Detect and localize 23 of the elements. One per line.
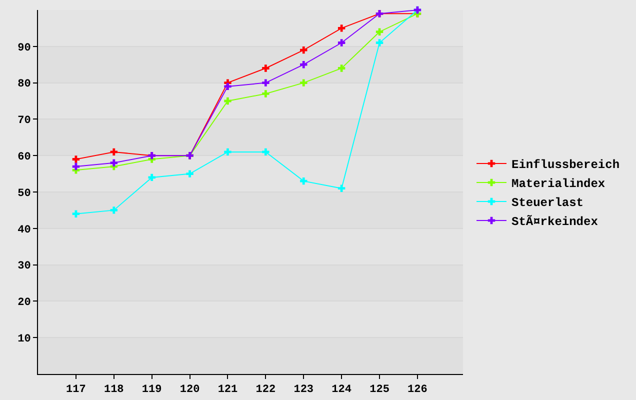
y-tick-label: 70 (18, 115, 31, 128)
x-tick-label: 122 (256, 384, 276, 396)
y-tick-label: 90 (18, 42, 31, 54)
legend-label: Materialindex (512, 177, 606, 192)
x-tick-label: 125 (370, 384, 390, 396)
y-tick-label: 60 (18, 151, 31, 164)
y-tick-label: 30 (18, 260, 31, 273)
y-tick-label: 50 (18, 188, 31, 200)
x-tick-label: 123 (294, 384, 314, 396)
legend-label: Steuerlast (512, 196, 584, 210)
x-tick-label: 126 (408, 384, 428, 396)
x-tick-label: 120 (180, 384, 200, 396)
y-tick-label: 40 (18, 224, 31, 236)
x-tick-label: 117 (66, 384, 86, 396)
y-tick-label: 20 (18, 297, 31, 310)
x-tick-label: 118 (104, 384, 124, 396)
x-tick-label: 124 (332, 384, 352, 396)
legend-label: StÃ¤rkeindex (512, 215, 598, 230)
x-tick-label: 119 (142, 384, 162, 396)
x-tick-label: 121 (218, 384, 238, 396)
y-tick-label: 80 (18, 78, 31, 91)
legend-label: Einflussbereich (512, 158, 620, 172)
y-tick-label: 10 (18, 333, 31, 346)
